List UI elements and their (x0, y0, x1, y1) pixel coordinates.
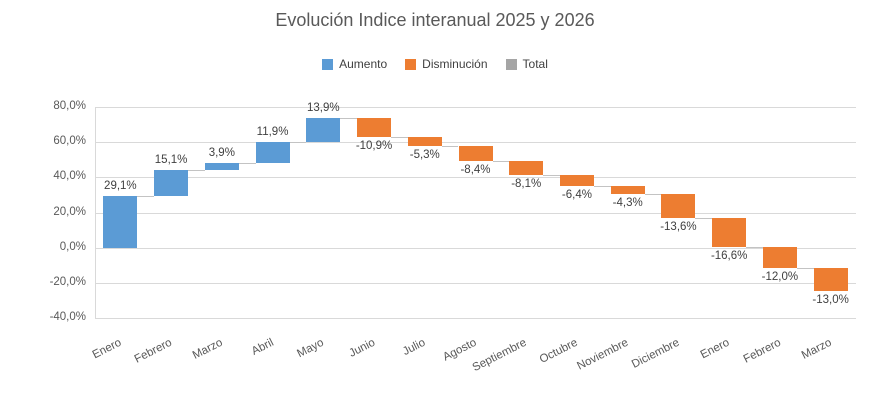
connector-line (238, 163, 256, 165)
x-axis-label: Enero (90, 336, 124, 362)
y-axis-line (95, 107, 96, 318)
gridline (95, 107, 856, 108)
data-label: 13,9% (306, 101, 340, 114)
waterfall-bar-noviembre-11 (610, 186, 645, 195)
waterfall-bar-agosto-8 (458, 146, 493, 161)
data-label: -8,1% (511, 178, 542, 191)
x-axis-label: Marzo (190, 336, 225, 362)
y-axis-tick-label: 60,0% (53, 135, 86, 148)
waterfall-bar-marzo-15 (813, 268, 848, 292)
gridline (95, 177, 856, 179)
connector-line (137, 196, 155, 198)
data-label: 29,1% (104, 180, 137, 193)
waterfall-bar-septiembre-9 (509, 160, 544, 176)
waterfall-bar-febrero-2 (154, 169, 189, 197)
data-label: -13,6% (660, 220, 697, 233)
legend-swatch-icon (405, 58, 417, 70)
waterfall-bar-mayo-5 (306, 117, 341, 143)
x-axis-label: Marzo (799, 336, 834, 362)
y-axis-tick-label: 40,0% (53, 170, 86, 183)
waterfall-bar-octubre-10 (559, 175, 594, 187)
connector-line (796, 268, 814, 270)
connector-line (644, 194, 662, 196)
legend-label: Aumento (339, 57, 388, 71)
y-axis-tick-label: -20,0% (49, 275, 86, 288)
gridline (95, 282, 856, 284)
data-label: -13,0% (812, 294, 849, 307)
connector-line (492, 160, 510, 162)
legend-item-disminución: Disminución (405, 57, 488, 71)
legend-item-total: Total (505, 57, 548, 71)
waterfall-bar-junio-6 (357, 117, 392, 137)
waterfall-bar-enero-1 (103, 196, 138, 248)
x-axis-label: Febrero (741, 336, 783, 366)
waterfall-bar-julio-7 (407, 136, 442, 147)
data-label: -5,3% (409, 149, 440, 162)
data-label: 15,1% (154, 153, 188, 166)
waterfall-bar-febrero-14 (762, 247, 797, 269)
x-axis-label: Abril (249, 336, 276, 358)
legend-label: Disminución (422, 57, 488, 71)
y-axis-tick-label: -40,0% (49, 311, 86, 323)
waterfall-bar-abril-4 (255, 142, 290, 164)
legend-swatch-icon (322, 58, 334, 70)
waterfall-bar-diciembre-12 (661, 194, 696, 218)
x-axis-label: Julio (400, 336, 428, 359)
connector-line (695, 217, 713, 219)
data-label: -10,9% (355, 139, 393, 152)
connector-line (746, 247, 763, 249)
x-axis-label: Diciembre (629, 336, 682, 371)
connector-line (289, 142, 307, 144)
chart-legend: Aumento Disminución Total (0, 57, 870, 71)
data-label: -8,4% (460, 163, 491, 176)
x-axis-label: Mayo (295, 336, 327, 361)
x-axis-label: Septiembre (471, 336, 529, 375)
connector-line (340, 117, 358, 119)
connector-line (543, 175, 560, 177)
data-label: -16,6% (710, 250, 748, 263)
x-axis-label: Agosto (440, 336, 479, 364)
connector-line (391, 136, 408, 138)
gridline (95, 247, 856, 249)
legend-label: Total (522, 57, 548, 71)
x-axis-label: Febrero (132, 336, 174, 366)
legend-item-aumento: Aumento (322, 57, 387, 71)
x-axis-label: Enero (699, 336, 732, 362)
y-axis-tick-label: 0,0% (59, 240, 86, 253)
data-label: -4,3% (612, 197, 643, 210)
y-axis-tick-label: 20,0% (53, 205, 86, 218)
data-label: -6,4% (561, 189, 592, 202)
connector-line (188, 169, 205, 171)
gridline (95, 212, 856, 214)
data-label: 3,9% (208, 147, 235, 160)
gridline (95, 318, 856, 319)
waterfall-bar-marzo-3 (204, 163, 239, 170)
y-axis-tick-label: 80,0% (53, 100, 86, 112)
waterfall-bar-enero-13 (712, 217, 747, 248)
legend-swatch-icon (505, 58, 517, 70)
gridline (95, 142, 856, 144)
x-axis-label: Octubre (537, 336, 580, 366)
connector-line (441, 146, 459, 148)
x-axis-label: Noviembre (575, 336, 631, 373)
data-label: -12,0% (761, 271, 799, 284)
chart-title: Evolución Indice interanual 2025 y 2026 (275, 10, 595, 30)
x-axis-label: Junio (346, 336, 377, 360)
connector-line (593, 186, 611, 188)
data-label: 11,9% (256, 126, 289, 139)
